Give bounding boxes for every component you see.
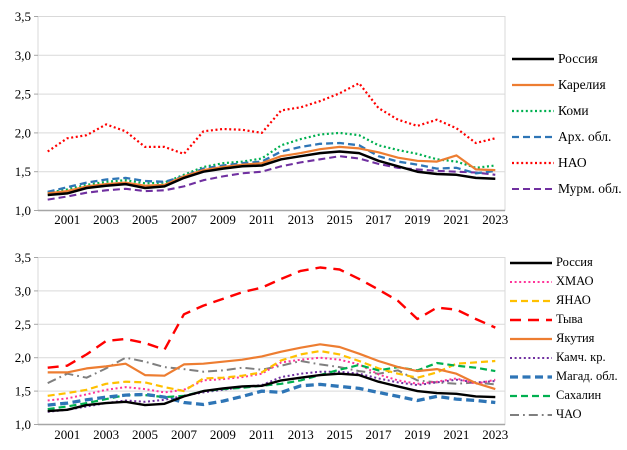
top-chart-legend: Россия Карелия Коми Арх. обл. НАО Мурм. обл. [511,46,625,202]
y-tick-label: 3,0 [15,283,31,298]
x-tick-label: 2019 [404,212,430,227]
legend-item-ХМАО: ХМАО [509,272,626,291]
x-tick-label: 2011 [249,427,275,442]
legend-line-swatch-dotted [512,161,554,165]
y-tick-label: 1,5 [15,384,31,399]
x-tick-label: 2013 [288,212,314,227]
legend-item-Якутия: Якутия [509,329,626,348]
legend-label: Коми [558,103,589,118]
series-line-Россия [47,150,496,197]
x-tick-label: 2023 [482,212,508,227]
series-line-Тыва [47,266,496,369]
legend-line-swatch-dotted [512,109,554,113]
series-line-Карелия [47,145,496,195]
x-tick-label: 2009 [210,212,236,227]
series-line-Коми [47,131,496,194]
legend-item-Магад. обл.: Магад. обл. [509,367,626,386]
x-tick-label: 2005 [132,427,158,442]
y-tick-label: 2,5 [15,87,31,102]
legend-label: ЧАО [556,407,582,421]
series-line-Мурм. обл. [47,155,496,201]
y-tick-label: 3,5 [15,250,31,265]
bottom-chart-plot: 1,0 1,5 2,0 2,5 3,0 3,5 2001 2003 2005 2007 2009 20… [15,250,509,442]
legend-item-Сахалин: Сахалин [509,386,626,405]
x-tick-label: 2013 [288,427,314,442]
y-tick-label: 1,0 [15,417,31,432]
legend-label: Магад. обл. [556,369,618,383]
legend-line-swatch-longdash [510,318,552,321]
y-tick-label: 3,5 [15,9,31,24]
legend-line-swatch-dotted [510,280,552,283]
x-tick-label: 2001 [54,427,80,442]
legend-item-Россия: Россия [511,46,625,72]
legend-line-swatch-solid [512,57,554,61]
legend-label: Карелия [558,77,606,92]
x-tick-label: 2001 [54,212,80,227]
x-tick-label: 2007 [171,427,198,442]
legend-line-swatch-solid [510,261,552,264]
x-tick-label: 2021 [443,212,469,227]
series-line-Россия [47,372,496,413]
series-line-ЯНАО [47,349,496,397]
legend-line-swatch-solid [512,83,554,87]
legend-label: Арх. обл. [558,129,612,144]
legend-item-Арх. обл.: Арх. обл. [511,124,625,150]
x-tick-label: 2003 [93,212,119,227]
legend-label: ХМАО [556,274,594,288]
legend-label: Камч. кр. [556,350,606,364]
legend-label: Сахалин [556,388,602,402]
x-tick-label: 2021 [443,427,469,442]
legend-label: НАО [558,155,587,170]
top-chart-plot: 1,0 1,5 2,0 2,5 3,0 3,5 2001 2003 2005 2007 2009 20… [15,9,509,227]
x-tick-label: 2015 [327,427,353,442]
y-tick-label: 2,5 [15,317,31,332]
legend-item-Мурм. обл.: Мурм. обл. [511,176,625,202]
legend-item-Коми: Коми [511,98,625,124]
legend-line-swatch-solid [510,337,552,340]
x-tick-label: 2017 [366,427,393,442]
legend-item-Камч. кр.: Камч. кр. [509,348,626,367]
legend-item-Тыва: Тыва [509,310,626,329]
y-tick-label: 2,0 [15,350,31,365]
x-tick-label: 2011 [249,212,275,227]
legend-item-НАО: НАО [511,150,625,176]
legend-label: Якутия [556,331,595,345]
x-tick-label: 2015 [327,212,353,227]
legend-label: Мурм. обл. [558,181,622,196]
x-tick-label: 2017 [366,212,393,227]
legend-line-swatch-thickdash [510,374,552,379]
legend-label: Россия [556,255,593,269]
legend-label: Тыва [556,312,583,326]
legend-label: Россия [558,51,598,66]
legend-line-swatch-dashed [512,135,554,139]
legend-line-swatch-dashed [510,299,552,302]
legend-item-ЧАО: ЧАО [509,405,626,424]
series-line-ЧАО [47,356,496,386]
series-line-Магад. обл. [47,382,496,407]
legend-label: ЯНАО [556,293,591,307]
y-tick-label: 1,0 [15,203,31,218]
bottom-chart-legend: Россия ХМАО ЯНАО Тыва Якутия Камч. кр. Магад. … [509,253,626,424]
x-tick-label: 2019 [404,427,430,442]
legend-line-swatch-dotted [510,356,552,359]
series-line-Якутия [47,343,496,391]
x-tick-label: 2009 [210,427,236,442]
series-line-НАО [47,82,496,155]
y-tick-label: 3,0 [15,48,31,63]
x-tick-label: 2003 [93,427,119,442]
legend-line-swatch-dashed [512,187,554,191]
x-tick-label: 2023 [482,427,508,442]
series-line-Сахалин [47,361,496,411]
legend-item-Карелия: Карелия [511,72,625,98]
legend-line-swatch-dashdot [510,413,552,416]
x-tick-label: 2005 [132,212,158,227]
y-tick-label: 2,0 [15,125,31,140]
y-tick-label: 1,5 [15,164,31,179]
legend-item-Россия: Россия [509,253,626,272]
legend-line-swatch-dashed [510,394,552,397]
legend-item-ЯНАО: ЯНАО [509,291,626,310]
x-tick-label: 2007 [171,212,198,227]
